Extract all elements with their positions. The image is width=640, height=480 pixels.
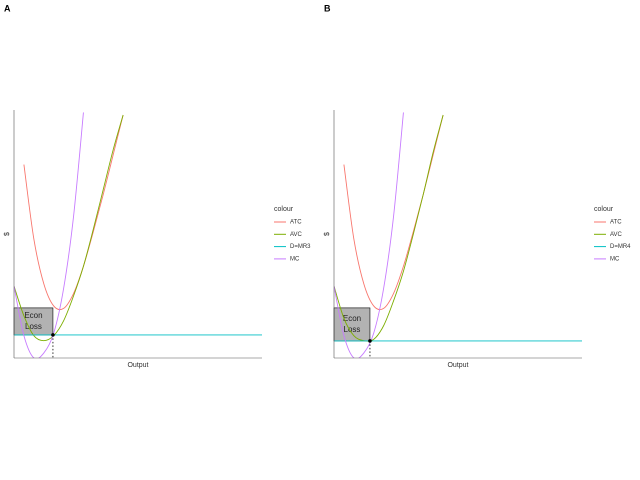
series-line xyxy=(343,114,444,311)
legend-label: AVC xyxy=(610,232,623,238)
loss-label: Econ xyxy=(343,314,361,323)
panel-tag: A xyxy=(4,3,11,13)
series-line xyxy=(334,114,444,342)
legend-label: ATC xyxy=(290,220,302,226)
panel-tag: B xyxy=(324,3,331,13)
point xyxy=(368,339,372,343)
y-axis-label: $ xyxy=(4,232,11,236)
legend-label: AVC xyxy=(290,232,303,238)
x-axis-label: Output xyxy=(447,362,468,369)
legend-label: D=MR4 xyxy=(610,244,631,250)
y-axis-label: $ xyxy=(324,232,331,236)
series-line xyxy=(14,112,84,358)
legend-title: colour xyxy=(594,206,614,213)
legend-label: ATC xyxy=(610,220,622,226)
legend-label: MC xyxy=(290,256,300,262)
loss-label: Loss xyxy=(344,325,361,334)
legend-title: colour xyxy=(274,206,294,213)
x-axis-label: Output xyxy=(127,362,148,369)
loss-label: Loss xyxy=(25,322,42,331)
series-line xyxy=(14,114,124,342)
series-line xyxy=(23,114,124,311)
legend-label: MC xyxy=(610,256,620,262)
loss-label: Econ xyxy=(24,311,42,320)
legend-label: D=MR3 xyxy=(290,244,311,250)
point xyxy=(51,333,55,337)
